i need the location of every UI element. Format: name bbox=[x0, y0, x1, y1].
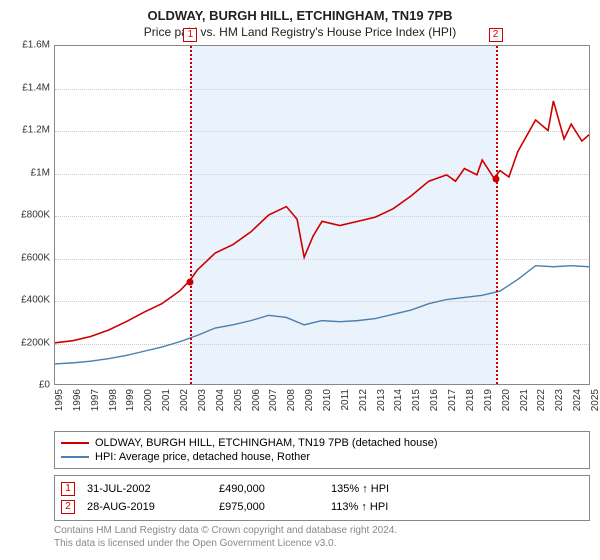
y-tick-label: £0 bbox=[10, 380, 50, 391]
footer-line-1: Contains HM Land Registry data © Crown c… bbox=[54, 525, 590, 538]
series-line bbox=[55, 101, 589, 343]
annotation-number-box: 2 bbox=[61, 500, 75, 514]
chart-lines bbox=[55, 46, 589, 384]
footer-line-2: This data is licensed under the Open Gov… bbox=[54, 538, 590, 551]
x-tick-label: 2015 bbox=[411, 389, 422, 411]
chart-title: OLDWAY, BURGH HILL, ETCHINGHAM, TN19 7PB bbox=[10, 8, 590, 23]
x-tick-label: 1995 bbox=[54, 389, 65, 411]
sale-marker-label: 1 bbox=[183, 28, 197, 42]
y-tick-label: £400K bbox=[10, 295, 50, 306]
x-tick-label: 2005 bbox=[233, 389, 244, 411]
legend-item: OLDWAY, BURGH HILL, ETCHINGHAM, TN19 7PB… bbox=[61, 436, 583, 450]
x-tick-label: 2023 bbox=[554, 389, 565, 411]
sale-vline bbox=[496, 46, 498, 384]
x-tick-label: 2004 bbox=[215, 389, 226, 411]
y-tick-label: £1.6M bbox=[10, 40, 50, 51]
x-tick-label: 2019 bbox=[483, 389, 494, 411]
x-tick-label: 2016 bbox=[429, 389, 440, 411]
chart-subtitle: Price paid vs. HM Land Registry's House … bbox=[10, 25, 590, 39]
y-tick-label: £200K bbox=[10, 337, 50, 348]
x-tick-label: 2006 bbox=[251, 389, 262, 411]
plot-area: 12 bbox=[54, 45, 590, 385]
annotation-table: 1 31-JUL-2002 £490,000 135% ↑ HPI 2 28-AUG-20… bbox=[54, 475, 590, 521]
x-tick-label: 2011 bbox=[340, 389, 351, 411]
y-tick-label: £1M bbox=[10, 167, 50, 178]
x-tick-label: 2003 bbox=[197, 389, 208, 411]
sale-dot bbox=[492, 175, 499, 182]
x-tick-label: 2021 bbox=[519, 389, 530, 411]
x-tick-label: 2024 bbox=[572, 389, 583, 411]
x-tick-label: 2020 bbox=[501, 389, 512, 411]
x-tick-label: 1997 bbox=[90, 389, 101, 411]
sale-dot bbox=[187, 278, 194, 285]
chart-legend: OLDWAY, BURGH HILL, ETCHINGHAM, TN19 7PB… bbox=[54, 431, 590, 469]
annotation-price: £490,000 bbox=[219, 483, 319, 495]
legend-label: HPI: Average price, detached house, Roth… bbox=[95, 451, 310, 463]
x-tick-label: 2022 bbox=[536, 389, 547, 411]
chart-container: OLDWAY, BURGH HILL, ETCHINGHAM, TN19 7PB… bbox=[0, 0, 600, 560]
y-tick-label: £1.2M bbox=[10, 125, 50, 136]
annotation-hpi: 135% ↑ HPI bbox=[331, 483, 451, 495]
legend-swatch bbox=[61, 442, 89, 444]
annotation-date: 31-JUL-2002 bbox=[87, 483, 207, 495]
annotation-row: 1 31-JUL-2002 £490,000 135% ↑ HPI bbox=[61, 480, 583, 498]
annotation-date: 28-AUG-2019 bbox=[87, 501, 207, 513]
series-line bbox=[55, 266, 589, 364]
x-tick-label: 2009 bbox=[304, 389, 315, 411]
annotation-hpi: 113% ↑ HPI bbox=[331, 501, 451, 513]
x-tick-label: 2008 bbox=[286, 389, 297, 411]
x-tick-label: 2010 bbox=[322, 389, 333, 411]
y-tick-label: £1.4M bbox=[10, 82, 50, 93]
x-tick-label: 2012 bbox=[358, 389, 369, 411]
x-tick-label: 1996 bbox=[72, 389, 83, 411]
x-tick-label: 2018 bbox=[465, 389, 476, 411]
x-tick-label: 2001 bbox=[161, 389, 172, 411]
x-tick-label: 1999 bbox=[125, 389, 136, 411]
x-tick-label: 1998 bbox=[108, 389, 119, 411]
x-tick-label: 2025 bbox=[590, 389, 600, 411]
x-tick-label: 2000 bbox=[143, 389, 154, 411]
chart-titles: OLDWAY, BURGH HILL, ETCHINGHAM, TN19 7PB… bbox=[10, 8, 590, 39]
y-tick-label: £800K bbox=[10, 210, 50, 221]
x-tick-label: 2007 bbox=[268, 389, 279, 411]
y-tick-label: £600K bbox=[10, 252, 50, 263]
chart-footer: Contains HM Land Registry data © Crown c… bbox=[54, 525, 590, 550]
legend-item: HPI: Average price, detached house, Roth… bbox=[61, 450, 583, 464]
annotation-row: 2 28-AUG-2019 £975,000 113% ↑ HPI bbox=[61, 498, 583, 516]
annotation-number-box: 1 bbox=[61, 482, 75, 496]
x-tick-label: 2017 bbox=[447, 389, 458, 411]
sale-vline bbox=[190, 46, 192, 384]
sale-marker-label: 2 bbox=[489, 28, 503, 42]
x-tick-label: 2014 bbox=[393, 389, 404, 411]
legend-swatch bbox=[61, 456, 89, 458]
x-tick-label: 2013 bbox=[376, 389, 387, 411]
annotation-price: £975,000 bbox=[219, 501, 319, 513]
x-tick-label: 2002 bbox=[179, 389, 190, 411]
legend-label: OLDWAY, BURGH HILL, ETCHINGHAM, TN19 7PB… bbox=[95, 437, 438, 449]
